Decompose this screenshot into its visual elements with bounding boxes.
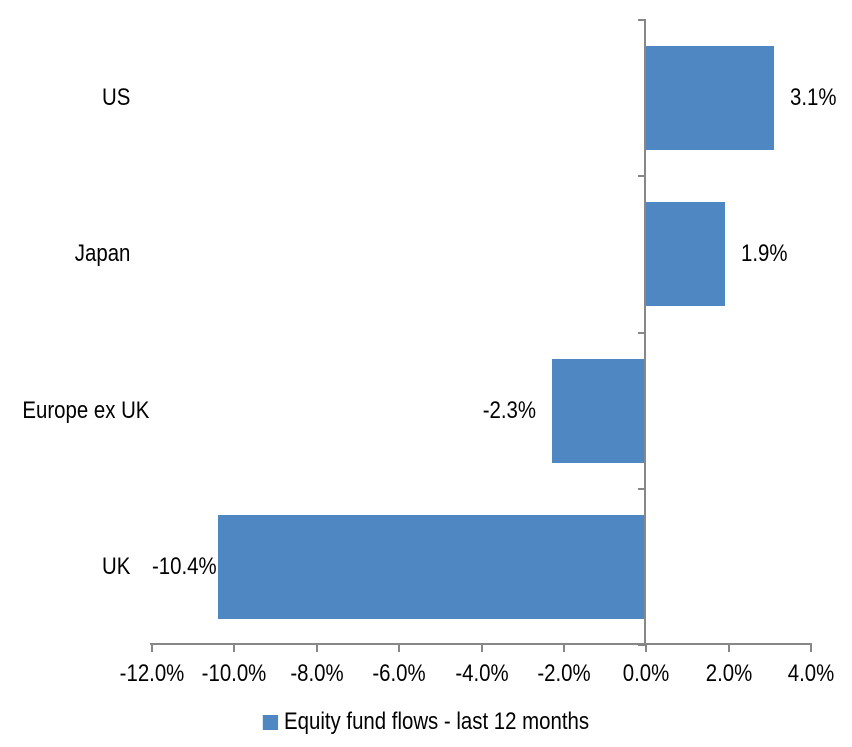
category-label-text: Japan [74, 240, 130, 268]
legend-entry: Equity fund flows - last 12 months [262, 708, 590, 736]
category-label-text: Europe ex UK [22, 396, 150, 424]
x-axis-tick-label-text: 4.0% [787, 659, 835, 687]
value-label: 1.9% [740, 240, 796, 268]
x-axis-tick-label: -12.0% [114, 659, 190, 687]
x-axis-tick-label: 4.0% [784, 659, 839, 687]
x-axis-tick-label-text: -4.0% [454, 659, 509, 687]
x-axis-tick-label: 2.0% [701, 659, 756, 687]
x-axis-tick-label-text: -12.0% [119, 659, 185, 687]
legend-label: Equity fund flows - last 12 months [284, 708, 590, 735]
x-axis-tick-label: -6.0% [368, 659, 431, 687]
x-axis-tick [645, 645, 648, 652]
category-label: Europe ex UK [0, 397, 149, 424]
x-axis-tick [315, 645, 318, 652]
x-axis-tick-label-text: -8.0% [290, 659, 344, 687]
x-axis-tick [562, 645, 565, 652]
bar-us [646, 46, 774, 151]
value-label: -2.3% [473, 396, 536, 424]
bar-europe-ex-uk [551, 358, 647, 463]
value-label: 3.1% [789, 83, 845, 111]
bar-japan [646, 202, 725, 307]
category-label-text: UK [101, 552, 130, 580]
x-axis-tick-label-text: 0.0% [623, 659, 670, 687]
value-label-text: -10.4% [152, 552, 217, 580]
x-axis-tick-label-text: -6.0% [372, 659, 426, 687]
category-label-text: US [101, 83, 130, 111]
bar-uk [217, 514, 647, 619]
x-axis-tick-label: -10.0% [196, 659, 272, 687]
x-axis-tick-label: -2.0% [533, 659, 596, 687]
category-label: UK [0, 552, 130, 580]
y-axis-tick [638, 331, 647, 334]
y-axis-tick [638, 19, 647, 21]
zero-baseline [644, 19, 647, 645]
x-axis-tick-label-text: -10.0% [202, 659, 267, 687]
x-axis-tick [151, 645, 153, 652]
x-axis-tick-label: -8.0% [285, 659, 348, 687]
x-axis-tick [480, 645, 483, 652]
y-axis-tick [638, 487, 647, 490]
x-axis-tick-label: -4.0% [450, 659, 513, 687]
y-axis-tick [638, 644, 647, 646]
value-label: -10.4% [152, 552, 228, 580]
value-label-text: 3.1% [789, 83, 837, 111]
x-axis-tick-label: 0.0% [619, 659, 674, 687]
legend: Equity fund flows - last 12 months [0, 707, 852, 737]
x-axis-tick [727, 645, 730, 652]
y-axis-tick [638, 175, 647, 178]
category-label: Japan [0, 240, 130, 268]
x-axis-tick [810, 645, 812, 652]
x-axis-line [150, 643, 812, 645]
legend-marker-swatch [262, 714, 279, 730]
value-label-text: 1.9% [740, 240, 787, 268]
x-axis-tick [233, 645, 236, 652]
x-axis-tick [398, 645, 401, 652]
x-axis-tick-label-text: -2.0% [537, 659, 591, 687]
x-axis-tick-label-text: 2.0% [705, 659, 752, 687]
category-label: US [0, 83, 130, 111]
value-label-text: -2.3% [482, 396, 536, 424]
